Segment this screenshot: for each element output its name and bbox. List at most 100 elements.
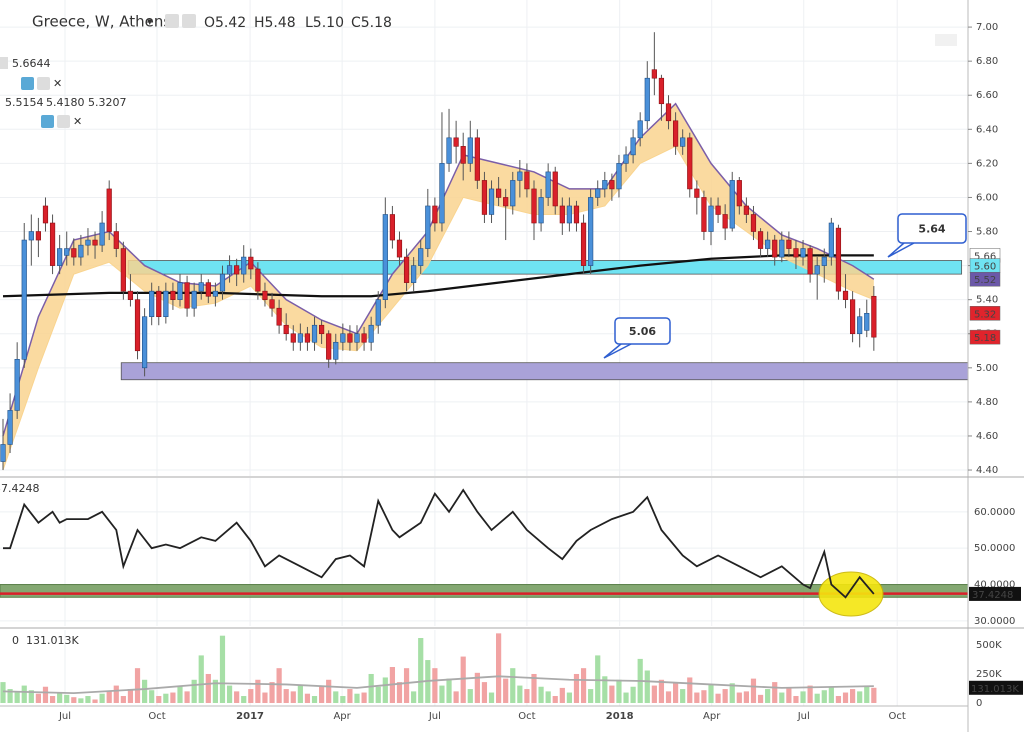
volume-bar (453, 691, 459, 703)
visibility-icon[interactable] (21, 77, 34, 90)
band-legend-value: 5.3207 (88, 96, 127, 109)
sma-legend-value: 5.6644 (12, 57, 51, 70)
volume-bar (283, 689, 289, 703)
volume-bar (85, 696, 91, 703)
zone (120, 362, 968, 381)
candle-body (106, 188, 112, 232)
dropdown-arrow[interactable]: ▾ (147, 15, 153, 28)
candle-body (545, 171, 551, 198)
candle-body (566, 205, 572, 224)
plot-layer (0, 0, 968, 706)
volume-bar (170, 692, 176, 703)
candle-body (849, 299, 856, 335)
volume-bar (595, 655, 601, 703)
candle-body (687, 137, 693, 190)
last-value-label: 37.4248 (972, 590, 1013, 601)
price-tag (969, 306, 1001, 321)
candle-body (28, 231, 34, 241)
volume-bar (191, 679, 197, 703)
volume-bar (580, 668, 587, 703)
candle-body (453, 137, 459, 147)
volume-bar (687, 677, 693, 703)
x-tick-label: Oct (518, 711, 535, 722)
volume-bar (64, 694, 70, 703)
volume-bar (616, 679, 622, 703)
candle-body (7, 410, 13, 445)
price-tag (969, 271, 1001, 287)
volume-bar (269, 682, 275, 703)
volume-bar (765, 689, 771, 703)
candle-body (142, 316, 148, 369)
candle-body (772, 239, 778, 258)
volume-pane (0, 633, 877, 703)
candle-body (156, 290, 162, 318)
price-tag-label: 5.60 (974, 262, 996, 273)
volume-bar (729, 683, 735, 703)
candle-body (389, 214, 395, 241)
volume-bar (488, 692, 495, 703)
volume-bar (715, 693, 721, 703)
y-tick-label: 6.20 (976, 158, 998, 169)
callout-box (897, 213, 967, 244)
volume-title: 0 (12, 634, 19, 647)
volume-bar (142, 679, 148, 703)
callout-pointer (887, 242, 915, 258)
candle-body (226, 265, 233, 275)
candle-body (14, 358, 20, 411)
volume-bar (828, 686, 834, 703)
candle-body (248, 256, 254, 270)
close-icon[interactable]: ✕ (73, 115, 82, 128)
candle-body (170, 290, 176, 300)
candle-body (637, 120, 643, 139)
volume-bar (276, 668, 282, 703)
candle-body (800, 248, 806, 258)
candle-body (177, 282, 183, 300)
candle-body (644, 77, 650, 122)
volume-bar (665, 691, 672, 703)
candle-body (786, 239, 792, 249)
price-tag-label: 5.66 (974, 251, 996, 262)
y-tick-label: 250K (976, 669, 1002, 680)
volume-bar (588, 689, 594, 703)
candle-body (580, 222, 587, 266)
x-tick-label: Jul (428, 711, 441, 722)
settings-icon[interactable] (165, 14, 179, 28)
pane-button[interactable] (935, 34, 957, 46)
candle-body (765, 239, 771, 249)
price-tag (969, 329, 1001, 345)
visibility-icon[interactable] (182, 14, 196, 28)
candle-body (163, 290, 169, 318)
y-tick-label: 5.00 (976, 363, 998, 374)
candle-body (0, 444, 6, 462)
candle-body (857, 316, 863, 335)
candle-body (828, 222, 834, 258)
visibility-icon[interactable] (41, 115, 54, 128)
candle-body (680, 137, 686, 147)
volume-bar (644, 670, 650, 703)
candle-body (871, 295, 877, 338)
candle-body (729, 180, 735, 229)
candle-body (276, 307, 282, 326)
candle-body (588, 197, 594, 266)
volume-bar (198, 655, 204, 703)
volume-bar (467, 689, 473, 703)
candle-body (297, 333, 303, 343)
y-tick-label: 7.00 (976, 22, 998, 33)
volume-bar (262, 692, 268, 703)
candle-body (375, 299, 381, 326)
open-value: O5.42 (204, 15, 246, 31)
volume-bar (127, 689, 134, 703)
close-icon[interactable]: ✕ (53, 77, 62, 90)
candle-body (658, 77, 665, 105)
y-tick-label: 40.0000 (974, 580, 1015, 591)
volume-bar (106, 691, 112, 703)
settings-icon[interactable] (37, 77, 50, 90)
highlight-ellipse (818, 571, 884, 617)
volume-bar (177, 685, 183, 703)
volume-bar (57, 692, 63, 703)
indicator-icon[interactable] (0, 57, 8, 69)
x-tick-label: Oct (889, 711, 906, 722)
settings-icon[interactable] (57, 115, 70, 128)
y-tick-label: 5.80 (976, 227, 998, 238)
